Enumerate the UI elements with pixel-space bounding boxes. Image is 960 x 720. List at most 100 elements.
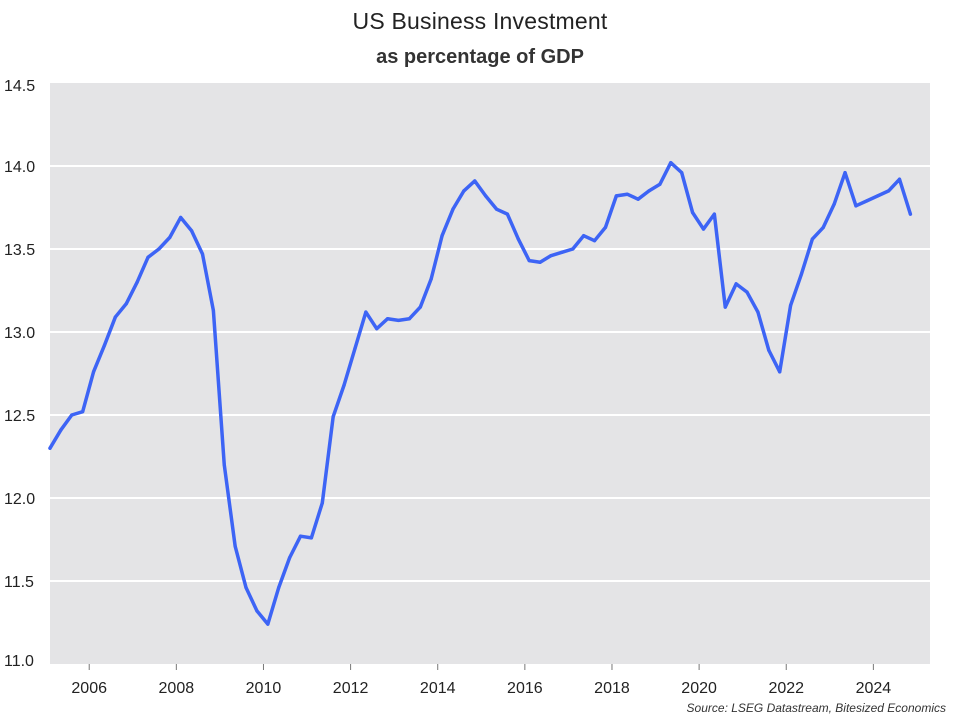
data-point — [887, 189, 891, 193]
data-point — [571, 247, 575, 251]
x-tick-label: 2014 — [420, 680, 456, 697]
data-point — [320, 501, 324, 505]
y-tick-label: 13.0 — [4, 325, 35, 342]
y-tick-label: 11.5 — [4, 574, 34, 591]
data-point — [690, 210, 695, 215]
series-line — [48, 160, 913, 626]
data-point — [516, 237, 520, 241]
data-point — [636, 197, 640, 201]
y-axis-ticks: 11.0 11.5 12.0 12.5 13.0 13.5 14.0 14.5 — [4, 78, 35, 670]
data-point — [788, 303, 793, 308]
x-tick-label: 2016 — [507, 680, 543, 697]
data-point — [484, 194, 488, 198]
data-points — [48, 161, 913, 626]
gridlines — [50, 165, 930, 582]
data-point — [244, 586, 248, 590]
data-point — [91, 370, 96, 374]
x-tick-label: 2006 — [71, 680, 107, 697]
data-point — [233, 544, 237, 548]
x-tick-label: 2024 — [856, 680, 892, 697]
data-point — [288, 556, 292, 560]
data-point — [745, 290, 749, 294]
data-point — [146, 255, 150, 259]
data-point — [854, 204, 858, 208]
data-point — [843, 171, 847, 175]
data-point — [429, 277, 433, 281]
data-point — [505, 212, 510, 216]
data-point — [309, 536, 313, 540]
x-tick-label: 2008 — [159, 680, 195, 697]
y-tick-label: 13.5 — [4, 242, 35, 259]
y-tick-label: 14.0 — [4, 159, 35, 176]
data-point — [135, 280, 139, 284]
data-point — [440, 234, 444, 238]
data-point — [277, 586, 281, 590]
data-point — [331, 415, 335, 419]
chart-title: US Business Investment — [352, 8, 608, 34]
chart-subtitle: as percentage of GDP — [376, 46, 584, 68]
data-point — [70, 413, 74, 417]
x-tick-label: 2020 — [681, 680, 717, 697]
data-point — [179, 215, 183, 220]
data-point — [669, 161, 673, 165]
source-note: Source: LSEG Datastream, Bitesized Econo… — [686, 701, 946, 715]
y-tick-label: 14.5 — [4, 78, 35, 95]
data-point — [821, 225, 825, 230]
data-point — [647, 189, 651, 193]
data-point — [767, 348, 771, 352]
data-point — [680, 171, 684, 175]
data-point — [396, 318, 401, 322]
data-point — [364, 310, 368, 314]
x-tick-label: 2012 — [333, 680, 369, 697]
data-point — [723, 305, 727, 309]
data-point — [222, 463, 226, 467]
data-point — [908, 212, 913, 216]
plot-area — [50, 83, 930, 664]
data-point — [113, 315, 117, 319]
data-point — [582, 234, 586, 238]
data-point — [592, 239, 597, 243]
y-tick-label: 12.5 — [4, 408, 35, 425]
data-point — [756, 310, 760, 314]
data-point — [48, 446, 52, 450]
data-point — [102, 343, 107, 347]
data-point — [211, 308, 215, 313]
data-point — [298, 534, 303, 538]
data-point — [799, 272, 804, 276]
data-point — [342, 383, 346, 387]
data-point — [603, 225, 608, 230]
data-point — [734, 282, 738, 286]
data-point — [157, 247, 161, 251]
data-point — [876, 194, 880, 198]
data-point — [407, 317, 412, 321]
data-point — [200, 252, 205, 256]
data-point — [865, 199, 869, 203]
data-point — [712, 212, 716, 216]
data-point — [701, 227, 706, 231]
y-tick-label: 12.0 — [4, 491, 35, 508]
x-tick-label: 2010 — [246, 680, 282, 697]
data-point — [494, 207, 499, 211]
data-point — [451, 207, 455, 211]
data-point — [353, 347, 357, 351]
data-point — [462, 189, 466, 193]
data-point — [168, 235, 172, 239]
data-point — [549, 254, 553, 258]
data-point — [386, 317, 390, 321]
data-point — [778, 370, 782, 374]
data-point — [897, 177, 902, 181]
data-point — [255, 609, 259, 613]
data-point — [375, 327, 379, 331]
data-point — [59, 428, 63, 432]
data-point — [614, 194, 618, 198]
data-point — [658, 182, 662, 186]
data-point — [189, 229, 194, 233]
data-point — [527, 259, 531, 263]
data-point — [473, 179, 477, 183]
data-point — [832, 202, 836, 206]
data-point — [810, 237, 814, 241]
y-tick-label: 11.0 — [4, 653, 34, 670]
x-tick-label: 2022 — [768, 680, 804, 697]
data-point — [266, 622, 270, 626]
